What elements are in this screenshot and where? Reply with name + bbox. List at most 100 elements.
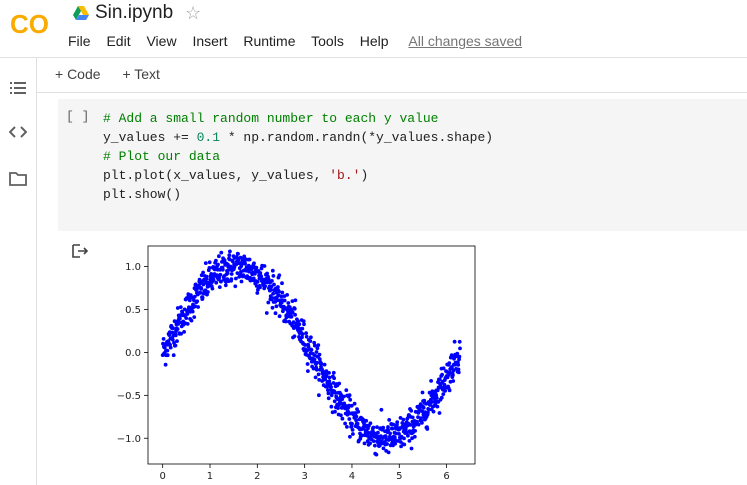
data-point <box>437 377 442 382</box>
data-point <box>270 279 274 283</box>
data-point <box>371 425 376 430</box>
data-point <box>184 316 189 320</box>
data-point <box>187 298 192 303</box>
data-point <box>290 299 295 303</box>
data-point <box>235 271 240 275</box>
data-point <box>178 316 182 321</box>
data-point <box>199 286 204 291</box>
data-point <box>434 396 439 400</box>
x-tick-label: 0 <box>159 471 165 482</box>
notebook-title[interactable]: Sin.ipynb <box>95 2 174 23</box>
star-icon[interactable]: ☆ <box>185 3 202 23</box>
data-point <box>231 259 235 264</box>
data-point <box>402 442 407 447</box>
data-point <box>337 381 342 386</box>
menu-edit[interactable]: Edit <box>106 33 131 49</box>
colab-logo-icon[interactable]: CO <box>10 9 54 37</box>
menu-view[interactable]: View <box>146 33 177 49</box>
data-point <box>228 249 232 254</box>
files-icon[interactable] <box>9 170 27 188</box>
y-tick-label: 1.0 <box>125 262 141 273</box>
data-point <box>168 345 173 350</box>
data-point <box>407 439 412 443</box>
code-editor[interactable]: # Add a small random number to each y va… <box>103 109 493 204</box>
menu-insert[interactable]: Insert <box>192 33 228 49</box>
data-point <box>326 391 331 396</box>
data-point <box>381 446 386 451</box>
data-point <box>364 418 369 423</box>
data-point <box>350 421 354 426</box>
menu-tools[interactable]: Tools <box>311 33 344 49</box>
output-arrow-icon[interactable] <box>72 244 88 258</box>
data-point <box>447 388 452 393</box>
data-point <box>301 319 306 324</box>
data-point <box>165 353 170 358</box>
code-cell[interactable] <box>58 99 747 231</box>
data-point <box>456 363 461 367</box>
scatter-plot: 0 1 2 3 4 5 6 −1.0 −0.5 0.0 0.5 1.0 <box>117 245 476 482</box>
data-point <box>254 265 259 270</box>
save-status-link[interactable]: All changes saved <box>408 33 523 49</box>
table-of-contents-icon[interactable] <box>9 79 27 97</box>
data-point <box>345 412 350 417</box>
data-point <box>204 274 209 279</box>
data-point <box>360 433 364 438</box>
data-point <box>375 425 379 429</box>
data-point <box>386 428 391 433</box>
data-point <box>308 339 313 343</box>
data-point <box>252 261 256 266</box>
data-point <box>378 443 382 448</box>
google-drive-icon[interactable] <box>73 6 89 20</box>
y-tick-label: 0.5 <box>125 305 141 316</box>
data-point <box>312 343 317 348</box>
data-point <box>437 411 442 415</box>
x-tick-label: 5 <box>396 471 402 482</box>
data-point <box>217 285 222 289</box>
data-point <box>343 421 347 426</box>
data-point <box>317 393 321 398</box>
data-point <box>280 290 285 295</box>
data-point <box>292 334 297 339</box>
data-point <box>327 375 332 380</box>
data-point <box>313 375 318 380</box>
data-point <box>207 266 212 270</box>
data-point <box>165 348 170 353</box>
data-point <box>277 289 281 294</box>
code-snippets-icon[interactable] <box>9 123 27 141</box>
data-point <box>264 311 269 315</box>
data-point <box>223 283 228 288</box>
data-point <box>339 413 343 418</box>
data-point <box>347 417 352 421</box>
data-point <box>200 295 205 300</box>
data-point <box>161 337 166 341</box>
data-point <box>410 415 415 420</box>
x-tick-label: 1 <box>207 471 213 482</box>
data-point <box>368 421 373 426</box>
data-point <box>421 405 426 410</box>
data-point <box>371 439 376 443</box>
menu-file[interactable]: File <box>68 33 91 49</box>
data-point <box>332 399 337 404</box>
data-point <box>172 319 177 324</box>
data-point <box>170 337 175 342</box>
data-point <box>416 415 420 419</box>
add-text-button[interactable]: + Text <box>122 66 160 82</box>
data-point <box>331 381 336 385</box>
data-point <box>351 432 355 436</box>
code-line: y_values += 0.1 * np.random.randn(*y_val… <box>103 128 493 147</box>
code-token: plt.show() <box>103 187 182 202</box>
data-point <box>440 372 444 377</box>
data-point <box>368 441 372 446</box>
data-point <box>220 267 225 272</box>
data-point <box>441 392 446 396</box>
run-cell-button[interactable]: [ ] <box>66 109 90 124</box>
menu-runtime[interactable]: Runtime <box>243 33 296 49</box>
data-point <box>279 294 284 299</box>
data-point <box>271 274 276 278</box>
data-point <box>314 367 319 372</box>
menu-help[interactable]: Help <box>359 33 389 49</box>
data-point <box>206 290 210 294</box>
add-code-button[interactable]: + Code <box>55 66 101 82</box>
data-point <box>391 422 396 427</box>
data-point <box>393 441 397 446</box>
